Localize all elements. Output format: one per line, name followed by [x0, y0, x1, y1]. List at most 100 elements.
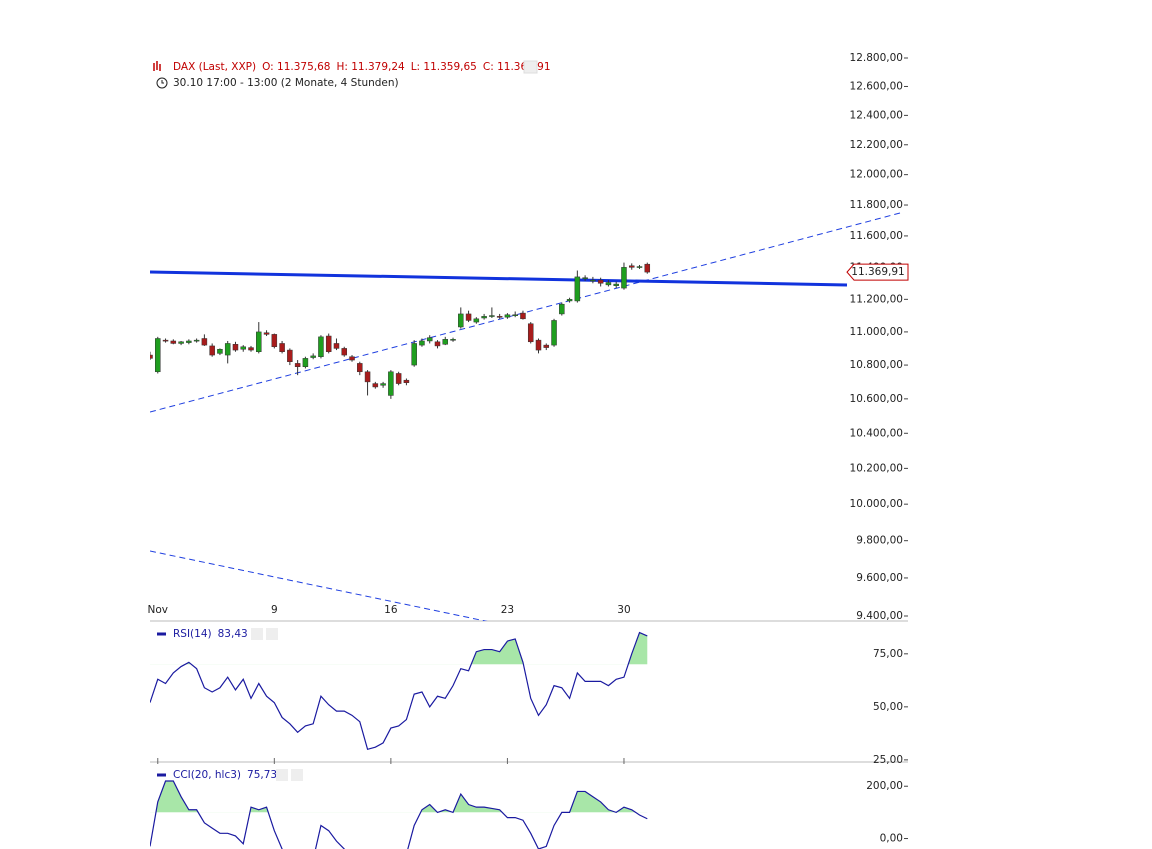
candle-body — [535, 339, 542, 351]
y-tick-label: 50,00 — [873, 701, 903, 713]
y-tick-label: 75,00 — [873, 648, 903, 660]
candle-body — [512, 314, 518, 316]
y-tick-label: 200,00 — [866, 780, 903, 792]
candle-body — [520, 312, 526, 320]
y-tick-label: 12.800,00 — [850, 52, 903, 64]
y-tick-label: 12.600,00 — [850, 80, 903, 92]
last-price-label: 11.369,91 — [851, 266, 904, 278]
last-price-tag — [846, 263, 909, 281]
candle-body — [209, 345, 215, 356]
candle-body — [411, 343, 417, 366]
candle-body — [263, 332, 270, 335]
candle-body — [489, 315, 495, 317]
legend-label: RSI(14) 83,43 — [173, 628, 248, 640]
candle-body — [628, 265, 635, 268]
candle-body — [349, 356, 355, 361]
indicator-line — [150, 780, 648, 849]
close-icon[interactable] — [291, 769, 303, 781]
candle-body — [224, 343, 231, 356]
candle-body — [465, 313, 472, 321]
candle-body — [644, 263, 651, 273]
drawings — [150, 212, 901, 621]
candle-body — [357, 363, 363, 373]
y-tick-label: 10.800,00 — [850, 359, 903, 371]
y-tick-label: 9.400,00 — [856, 610, 903, 622]
y-tick-label: 10.600,00 — [850, 393, 903, 405]
y-tick-label: 11.000,00 — [850, 326, 903, 338]
candle-body — [434, 341, 441, 347]
candle-body — [590, 279, 596, 282]
clock-icon — [161, 80, 164, 84]
candle-body — [473, 318, 480, 323]
y-tick-label: 11.600,00 — [850, 230, 903, 242]
settings-icon[interactable] — [523, 60, 538, 74]
candle-body — [186, 340, 192, 343]
legend-label: CCI(20, hlc3) 75,73 — [173, 769, 277, 781]
close-icon[interactable] — [266, 628, 278, 640]
candle-body — [504, 314, 511, 318]
candle-body — [372, 383, 379, 388]
candle-body — [150, 354, 153, 359]
candle-body — [240, 346, 246, 350]
candle-body — [341, 348, 347, 356]
candle-body — [527, 323, 534, 343]
plot-area — [150, 631, 648, 751]
candle-body — [621, 267, 627, 289]
series-name: CCI(20, hlc3) — [173, 769, 241, 781]
candle-body — [574, 276, 581, 302]
instrument: DAX (Last, XXP) O: 11.375,68 H: 11.379,24 L… — [173, 61, 551, 73]
y-tick-label: 0,00 — [880, 833, 903, 845]
candle-body — [279, 343, 285, 352]
candle-body — [380, 383, 386, 386]
candle-body — [170, 340, 177, 344]
candle-body — [403, 379, 410, 383]
x-tick-label: Nov — [148, 604, 169, 616]
settings-icon[interactable] — [276, 769, 288, 781]
candle-body — [419, 340, 425, 346]
y-tick-label: 10.200,00 — [850, 462, 903, 474]
candle-body — [559, 303, 565, 315]
y-tick-label: 12.200,00 — [850, 139, 903, 151]
indicator-line — [150, 631, 648, 751]
candle-body — [395, 373, 402, 384]
candle-body — [597, 279, 604, 284]
candle-body — [442, 339, 449, 345]
y-tick-label: 9.800,00 — [856, 535, 903, 547]
candle-body — [201, 338, 208, 346]
candle-body — [458, 313, 464, 328]
candle-body — [450, 339, 456, 341]
candle-body — [325, 335, 332, 352]
candle-body — [256, 331, 262, 352]
trend-line — [150, 270, 848, 287]
clock-icon — [156, 77, 168, 89]
candle-body — [232, 344, 239, 351]
chart-icon — [153, 61, 161, 71]
threshold-fill — [155, 781, 636, 813]
trend-line — [150, 550, 488, 621]
y-tick-label: 11.200,00 — [850, 293, 903, 305]
x-tick-label: 30 — [617, 604, 630, 616]
candle-body — [364, 371, 371, 383]
series-name: RSI(14) — [173, 628, 212, 640]
candle-body — [302, 358, 309, 367]
candle-body — [582, 277, 588, 279]
open-label: O: 11.375,68 — [262, 61, 330, 73]
x-tick-label: 16 — [384, 604, 398, 616]
y-tick-label: 12.000,00 — [850, 169, 903, 181]
header: DAX (Last, XXP) O: 11.375,68 H: 11.379,24 L… — [153, 60, 551, 89]
candle-body — [333, 343, 340, 349]
candle-body — [496, 316, 503, 318]
plot-area — [150, 262, 651, 399]
candle-body — [162, 339, 169, 342]
candle-body — [613, 283, 619, 286]
candle-body — [426, 337, 433, 342]
candle-body — [287, 349, 293, 362]
close-label: C: 11.369,91 — [483, 61, 551, 73]
y-tick-label: 10.000,00 — [850, 498, 903, 510]
candle-body — [178, 341, 184, 344]
candle-body — [294, 363, 301, 367]
candle-body — [155, 338, 161, 373]
settings-icon[interactable] — [251, 628, 263, 640]
high-label: H: 11.379,24 — [336, 61, 405, 73]
